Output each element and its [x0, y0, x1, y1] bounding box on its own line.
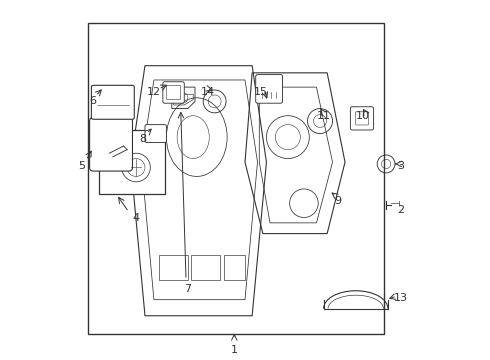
FancyBboxPatch shape: [98, 130, 165, 194]
Text: 9: 9: [334, 197, 342, 206]
Text: 5: 5: [78, 161, 85, 171]
Text: 11: 11: [317, 111, 331, 121]
Text: 3: 3: [397, 161, 404, 171]
FancyBboxPatch shape: [256, 75, 283, 103]
FancyBboxPatch shape: [167, 85, 181, 100]
Bar: [223, 255, 245, 280]
FancyBboxPatch shape: [90, 117, 132, 171]
Text: 7: 7: [184, 284, 192, 294]
FancyBboxPatch shape: [350, 107, 373, 130]
Text: 4: 4: [132, 212, 140, 222]
Bar: [192, 255, 220, 280]
Text: 8: 8: [140, 134, 147, 144]
Text: 12: 12: [147, 87, 161, 98]
FancyBboxPatch shape: [88, 23, 384, 334]
Text: 1: 1: [231, 345, 238, 355]
Text: 6: 6: [90, 96, 97, 107]
FancyBboxPatch shape: [92, 85, 134, 119]
FancyBboxPatch shape: [145, 125, 167, 143]
Text: 10: 10: [356, 111, 370, 121]
Text: 14: 14: [200, 87, 215, 98]
Bar: [159, 255, 188, 280]
Text: 13: 13: [393, 293, 407, 303]
Text: 2: 2: [397, 205, 404, 215]
FancyBboxPatch shape: [355, 112, 368, 125]
Text: 15: 15: [254, 87, 268, 98]
FancyBboxPatch shape: [163, 82, 184, 103]
